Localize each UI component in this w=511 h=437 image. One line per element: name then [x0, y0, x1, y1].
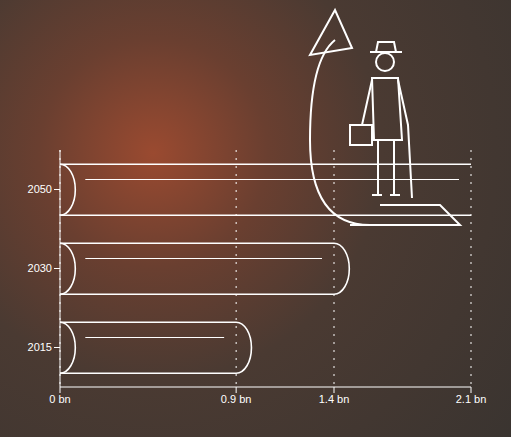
- svg-text:2030: 2030: [28, 262, 52, 274]
- svg-text:0.9 bn: 0.9 bn: [221, 393, 252, 405]
- svg-text:1.4 bn: 1.4 bn: [319, 393, 350, 405]
- svg-text:2050: 2050: [28, 183, 52, 195]
- svg-text:2015: 2015: [28, 341, 52, 353]
- svg-text:0 bn: 0 bn: [49, 393, 70, 405]
- svg-text:2.1 bn: 2.1 bn: [456, 393, 487, 405]
